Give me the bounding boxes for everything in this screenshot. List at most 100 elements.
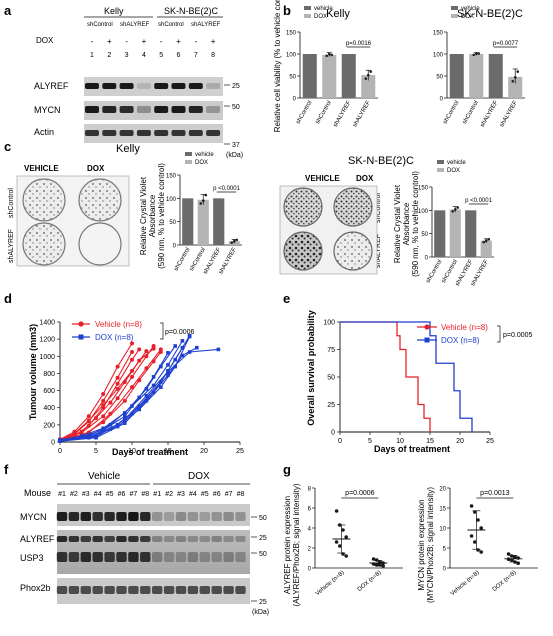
data-point — [173, 357, 177, 362]
legend-marker-vehicle — [78, 321, 84, 327]
blot-f-band-label: USP3 — [20, 553, 44, 563]
data-point — [330, 53, 334, 57]
p-value: p=0.0013 — [480, 490, 509, 497]
panel-a: a Kelly SK-N-BE(2)C shControl shALYREF s… — [4, 3, 243, 159]
mouse-id: #8 — [141, 491, 149, 498]
plate-col-label: DOX — [87, 164, 105, 173]
band-mycn — [223, 512, 234, 521]
panel-b: b Relative cell viability (% to vehicle … — [273, 0, 525, 132]
data-point — [344, 535, 349, 539]
band-actin — [154, 130, 169, 136]
data-point — [151, 383, 156, 388]
survival-curve — [340, 321, 431, 432]
y-tick-label: 1400 — [39, 320, 55, 327]
x-tick-label: 20 — [200, 448, 208, 455]
band-mycn — [154, 106, 169, 113]
data-point — [87, 435, 91, 439]
well-sk-shcontrol-dox — [333, 187, 373, 227]
band-usp3 — [223, 552, 234, 562]
data-point — [338, 544, 342, 548]
bar — [469, 54, 484, 98]
data-point — [180, 339, 185, 343]
band-alyref — [175, 536, 187, 542]
y-tick-label: 25 — [327, 402, 335, 409]
data-point — [479, 550, 484, 554]
y-tick-label: 0 — [51, 440, 55, 447]
data-point — [334, 540, 339, 544]
panel-c-kelly-title: Kelly — [116, 143, 140, 155]
band-phox2b — [211, 586, 222, 594]
data-point — [195, 345, 199, 350]
band-actin — [206, 130, 221, 136]
data-point — [115, 381, 120, 386]
well-kelly-shalyref-dox — [78, 222, 122, 266]
blot-f-mw: 25 — [259, 535, 267, 542]
blot-a-mw: 37 — [232, 142, 240, 149]
data-point — [144, 366, 149, 371]
chart-g1: 0 2 4 6 8 Vehicle (n=8) DOX (n=8) p=0.0006 — [308, 487, 403, 597]
band-mycn — [92, 512, 103, 521]
band-phox2b — [116, 586, 127, 594]
dox-sign: - — [91, 37, 94, 46]
well-sk-shalyref-dox — [333, 231, 373, 271]
panel-a-letter: a — [4, 3, 12, 18]
band-actin — [136, 130, 151, 136]
bar — [434, 210, 446, 257]
y-tick-label: 50 — [169, 220, 176, 226]
legend-label: Vehicle (n=8) — [441, 323, 488, 332]
data-point — [101, 392, 106, 396]
legend-marker-dox — [78, 334, 84, 340]
data-point — [344, 554, 349, 558]
band-alyref — [154, 83, 169, 89]
chart-g1-ylabel: (ALYREF/Phox2B; signal intensity) — [292, 483, 301, 606]
data-point — [108, 400, 113, 405]
legend-label: DOX — [447, 168, 460, 174]
band-mycn — [140, 512, 151, 521]
y-tick-label: 150 — [418, 186, 429, 192]
band-alyref — [163, 536, 175, 542]
data-point — [130, 411, 134, 416]
mouse-id: #7 — [225, 491, 233, 498]
plate-col-label: VEHICLE — [24, 164, 59, 173]
band-alyref — [187, 536, 199, 542]
band-alyref — [92, 536, 103, 542]
data-point — [374, 558, 379, 562]
band-mycn — [56, 512, 68, 521]
band-usp3 — [80, 552, 91, 562]
data-point — [511, 79, 515, 83]
blot-a-dox-signs: - + - + - + - + — [91, 37, 216, 46]
legend-label: DOX — [195, 160, 208, 166]
ylabel-line: Relative Crystal Violet — [393, 184, 402, 263]
data-point — [79, 434, 84, 438]
panel-c: c Kelly SK-N-BE(2)C VEHICLE DOX shContro… — [4, 139, 494, 287]
blot-a-condition: shControl — [158, 22, 184, 28]
bar — [197, 199, 209, 245]
band-mycn — [199, 512, 210, 521]
data-point — [374, 563, 379, 567]
data-point — [144, 393, 149, 398]
bar — [449, 209, 461, 257]
dox-sign: + — [107, 37, 112, 46]
band-phox2b — [163, 586, 175, 594]
legend-swatch-vehicle — [437, 160, 444, 164]
panel-c-sk-title: SK-N-BE(2)C — [348, 155, 414, 167]
blot-f-mw: 25 — [259, 599, 267, 606]
lane-number: 7 — [194, 52, 198, 59]
band-actin — [85, 130, 99, 136]
plate-col-label: VEHICLE — [305, 174, 340, 183]
band-alyref — [119, 83, 134, 89]
band-phox2b — [235, 586, 246, 594]
data-point — [230, 241, 234, 244]
band-usp3 — [92, 552, 103, 562]
band-usp3 — [116, 552, 127, 562]
data-point — [123, 414, 127, 419]
band-alyref — [102, 83, 117, 89]
chart-g2-ylabel: MYCN protein expression — [417, 499, 426, 590]
data-point — [506, 552, 511, 556]
panel-d: d Tumour volume (mm3) Days of treatment … — [4, 291, 244, 457]
blot-a-condition: shControl — [87, 22, 113, 28]
blot-f-mw-unit: (kDa) — [252, 609, 269, 616]
y-tick-label: 15 — [439, 507, 446, 513]
band-usp3 — [211, 552, 222, 562]
